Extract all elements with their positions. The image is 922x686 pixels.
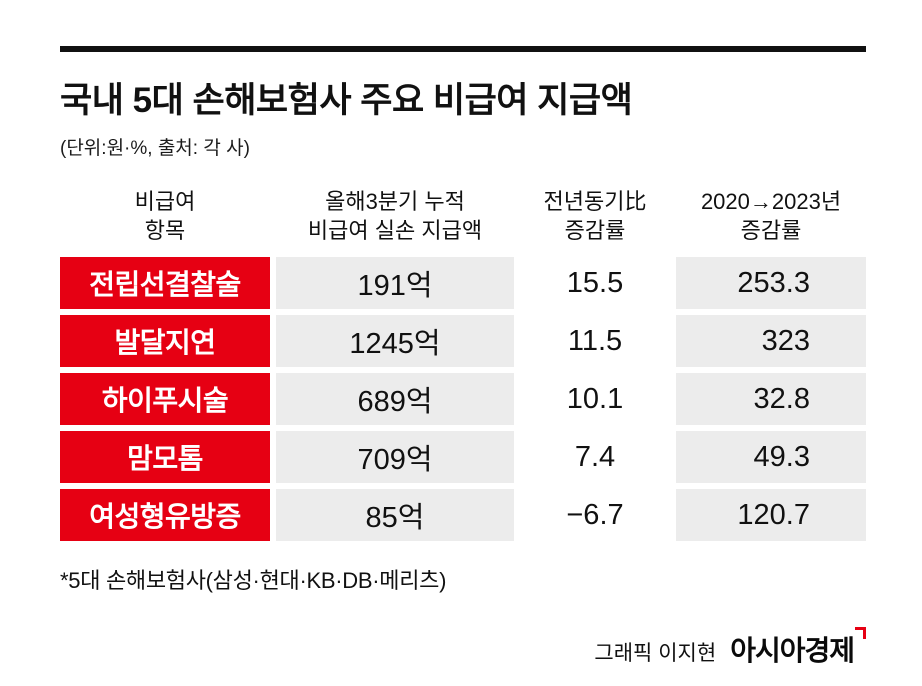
row-change-value: 120.7 bbox=[676, 489, 866, 542]
graphic-credit: 그래픽 이지현 bbox=[594, 642, 717, 666]
header-line: 증감률 bbox=[564, 217, 626, 243]
row-amount-value: 709억 bbox=[276, 431, 514, 484]
header-line: 올해3분기 누적 bbox=[325, 189, 465, 214]
row-change-value: 32.8 bbox=[676, 373, 866, 426]
table-body: 전립선결찰술 191억 15.5 253.3 발달지연 1245억 11.5 3… bbox=[60, 257, 866, 542]
header-line: 비급여 실손 지급액 bbox=[307, 217, 483, 243]
row-change-value: 49.3 bbox=[676, 431, 866, 484]
page-subtitle: (단위:원·%, 출처: 각 사) bbox=[60, 138, 250, 159]
row-yoy-value: −6.7 bbox=[520, 489, 670, 542]
header-line: 증감률 bbox=[740, 217, 802, 243]
row-yoy-value: 11.5 bbox=[520, 315, 670, 368]
header-line: 전년동기比 bbox=[543, 189, 647, 214]
data-table: 비급여 항목 올해3분기 누적 비급여 실손 지급액 전년동기比 증감률 202… bbox=[60, 188, 866, 542]
header-line: 2020→2023년 bbox=[700, 189, 842, 214]
publisher-logo: 아시아경제 bbox=[730, 627, 866, 669]
row-item-label: 하이푸시술 bbox=[60, 373, 270, 426]
row-change-value: 253.3 bbox=[676, 257, 866, 310]
row-amount-value: 191억 bbox=[276, 257, 514, 310]
page-title: 국내 5대 손해보험사 주요 비급여 지급액 bbox=[60, 81, 633, 120]
header-line: 비급여 bbox=[134, 189, 196, 214]
table-row: 맘모톰 709억 7.4 49.3 bbox=[60, 431, 866, 484]
row-amount-value: 85억 bbox=[276, 489, 514, 542]
top-rule-divider bbox=[60, 46, 866, 52]
row-item-label: 맘모톰 bbox=[60, 431, 270, 484]
row-yoy-value: 7.4 bbox=[520, 431, 670, 484]
header-cell-item: 비급여 항목 bbox=[60, 188, 270, 245]
footnote: *5대 손해보험사(삼성·현대·KB·DB·메리츠) bbox=[60, 568, 447, 594]
header-cell-amount: 올해3분기 누적 비급여 실손 지급액 bbox=[276, 188, 514, 245]
row-yoy-value: 15.5 bbox=[520, 257, 670, 310]
table-row: 여성형유방증 85억 −6.7 120.7 bbox=[60, 489, 866, 542]
publisher-logo-text: 아시아경제 bbox=[730, 635, 855, 667]
row-yoy-value: 10.1 bbox=[520, 373, 670, 426]
credit-row: 그래픽 이지현 아시아경제 bbox=[60, 627, 866, 669]
header-line: 항목 bbox=[144, 217, 186, 243]
row-amount-value: 1245억 bbox=[276, 315, 514, 368]
table-row: 발달지연 1245억 11.5 323 bbox=[60, 315, 866, 368]
table-row: 하이푸시술 689억 10.1 32.8 bbox=[60, 373, 866, 426]
logo-mark-icon bbox=[855, 627, 866, 640]
table-row: 전립선결찰술 191억 15.5 253.3 bbox=[60, 257, 866, 310]
header-cell-change: 2020→2023년 증감률 bbox=[676, 188, 866, 245]
row-amount-value: 689억 bbox=[276, 373, 514, 426]
row-item-label: 발달지연 bbox=[60, 315, 270, 368]
row-item-label: 여성형유방증 bbox=[60, 489, 270, 542]
row-change-value: 323 bbox=[676, 315, 866, 368]
row-item-label: 전립선결찰술 bbox=[60, 257, 270, 310]
header-cell-yoy: 전년동기比 증감률 bbox=[520, 188, 670, 245]
table-header-row: 비급여 항목 올해3분기 누적 비급여 실손 지급액 전년동기比 증감률 202… bbox=[60, 188, 866, 245]
